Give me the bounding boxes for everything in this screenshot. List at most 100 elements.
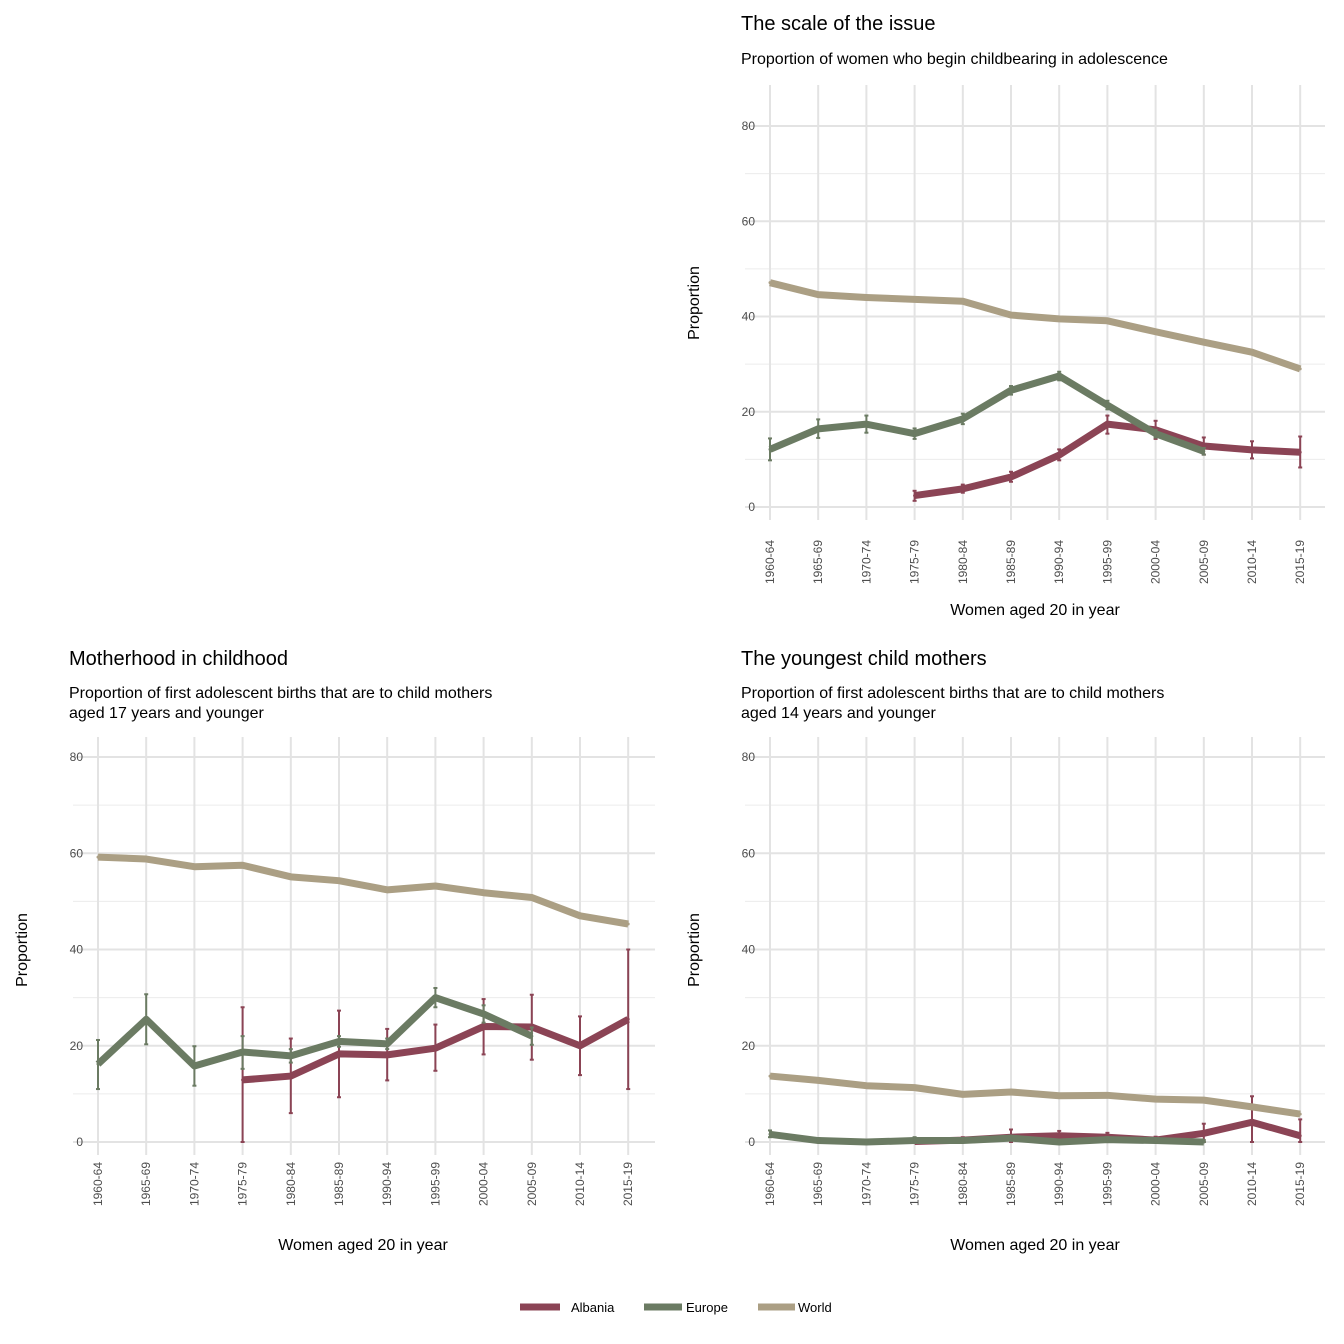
data-point — [385, 1042, 389, 1046]
x-tick-label: 1980-84 — [956, 1162, 970, 1206]
data-point — [768, 1132, 772, 1136]
data-point — [768, 1074, 772, 1078]
grid — [73, 737, 655, 1155]
x-tick-label: 2000-04 — [477, 1162, 491, 1206]
x-tick-label: 2015-19 — [621, 1162, 635, 1206]
data-point — [768, 447, 772, 451]
x-tick-label: 1965-69 — [139, 1162, 153, 1206]
data-point — [864, 1084, 868, 1088]
data-point — [626, 922, 630, 926]
panel-title: The scale of the issue — [741, 13, 936, 35]
series-albania — [240, 948, 631, 1143]
data-point — [1009, 388, 1013, 392]
data-point — [482, 1012, 486, 1016]
data-point — [96, 1062, 100, 1066]
data-point — [768, 281, 772, 285]
series-line-world — [769, 1072, 1301, 1118]
y-tick-label: 0 — [76, 1135, 83, 1149]
data-point — [961, 299, 965, 303]
data-point — [530, 896, 534, 900]
data-point — [1202, 449, 1206, 453]
y-tick-label: 60 — [742, 214, 756, 228]
series-line-world — [97, 853, 629, 928]
panel-subtitle-line-1: Proportion of first adolescent births th… — [69, 685, 492, 702]
data-point — [1154, 330, 1158, 334]
data-point — [482, 891, 486, 895]
data-point — [913, 494, 917, 498]
data-point — [1057, 1094, 1061, 1098]
legend-label-world: World — [798, 1300, 832, 1315]
legend-label-europe: Europe — [686, 1300, 728, 1315]
data-point — [1202, 1131, 1206, 1135]
data-point — [241, 863, 245, 867]
y-tick-label: 60 — [70, 846, 84, 860]
data-point — [578, 914, 582, 918]
data-point — [530, 1034, 534, 1038]
y-tick-label: 80 — [70, 750, 84, 764]
x-tick-label: 2015-19 — [1293, 1162, 1307, 1206]
y-axis-label: Proportion — [14, 913, 31, 987]
x-tick-label: 1990-94 — [1052, 1162, 1066, 1206]
data-point — [1298, 1112, 1302, 1116]
series-line-europe — [769, 1130, 1204, 1146]
data-point — [961, 1092, 965, 1096]
y-tick-label: 0 — [748, 500, 755, 514]
x-tick-label: 1980-84 — [956, 540, 970, 584]
y-tick-label: 20 — [742, 405, 756, 419]
x-tick-label: 2015-19 — [1293, 540, 1307, 584]
y-axis-label: Proportion — [686, 266, 703, 340]
data-point — [961, 417, 965, 421]
series-world — [96, 853, 630, 928]
data-point — [1154, 1097, 1158, 1101]
series-line-europe — [95, 994, 534, 1070]
panel-title: Motherhood in childhood — [69, 648, 288, 670]
data-point — [1009, 475, 1013, 479]
y-tick-label: 40 — [70, 943, 84, 957]
x-tick-label: 1980-84 — [284, 1162, 298, 1206]
data-point — [816, 1078, 820, 1082]
data-point — [1202, 444, 1206, 448]
series-europe — [768, 1129, 1206, 1146]
x-axis-label: Women aged 20 in year — [950, 602, 1120, 619]
y-tick-label: 0 — [748, 1135, 755, 1149]
data-point — [1105, 1093, 1109, 1097]
data-point — [1009, 1136, 1013, 1140]
data-point — [385, 888, 389, 892]
panel-scale-of-issue: The scale of the issue Proportion of wom… — [686, 13, 1325, 619]
data-point — [1298, 1134, 1302, 1138]
data-point — [626, 1017, 630, 1021]
data-point — [1057, 453, 1061, 457]
x-tick-label: 1960-64 — [91, 1162, 105, 1206]
x-tick-label: 1985-89 — [1004, 540, 1018, 584]
data-point — [289, 875, 293, 879]
data-point — [433, 1046, 437, 1050]
x-tick-label: 1985-89 — [1004, 1162, 1018, 1206]
panel-title: The youngest child mothers — [741, 648, 987, 670]
data-point — [289, 1054, 293, 1058]
data-point — [192, 1064, 196, 1068]
x-tick-label: 1995-99 — [428, 1162, 442, 1206]
data-point — [1250, 1120, 1254, 1124]
data-point — [144, 1017, 148, 1021]
data-point — [864, 422, 868, 426]
x-tick-label: 2005-09 — [1197, 1162, 1211, 1206]
y-tick-label: 60 — [742, 846, 756, 860]
data-point — [1202, 340, 1206, 344]
data-point — [1250, 350, 1254, 354]
y-tick-label: 20 — [742, 1039, 756, 1053]
series-europe — [768, 370, 1206, 462]
x-tick-label: 2000-04 — [1149, 1162, 1163, 1206]
panel-subtitle-line-2: aged 17 years and younger — [69, 705, 264, 722]
x-tick-label: 1990-94 — [380, 1162, 394, 1206]
x-axis-label: Women aged 20 in year — [278, 1237, 448, 1254]
data-point — [241, 1050, 245, 1054]
data-point — [1202, 1098, 1206, 1102]
data-point — [1202, 1140, 1206, 1144]
data-point — [816, 427, 820, 431]
x-tick-label: 1975-79 — [908, 1162, 922, 1206]
x-tick-label: 2010-14 — [1245, 540, 1259, 584]
x-tick-label: 1975-79 — [908, 540, 922, 584]
x-tick-label: 1985-89 — [332, 1162, 346, 1206]
series-europe — [95, 987, 534, 1091]
legend: Albania Europe World — [520, 1300, 832, 1315]
